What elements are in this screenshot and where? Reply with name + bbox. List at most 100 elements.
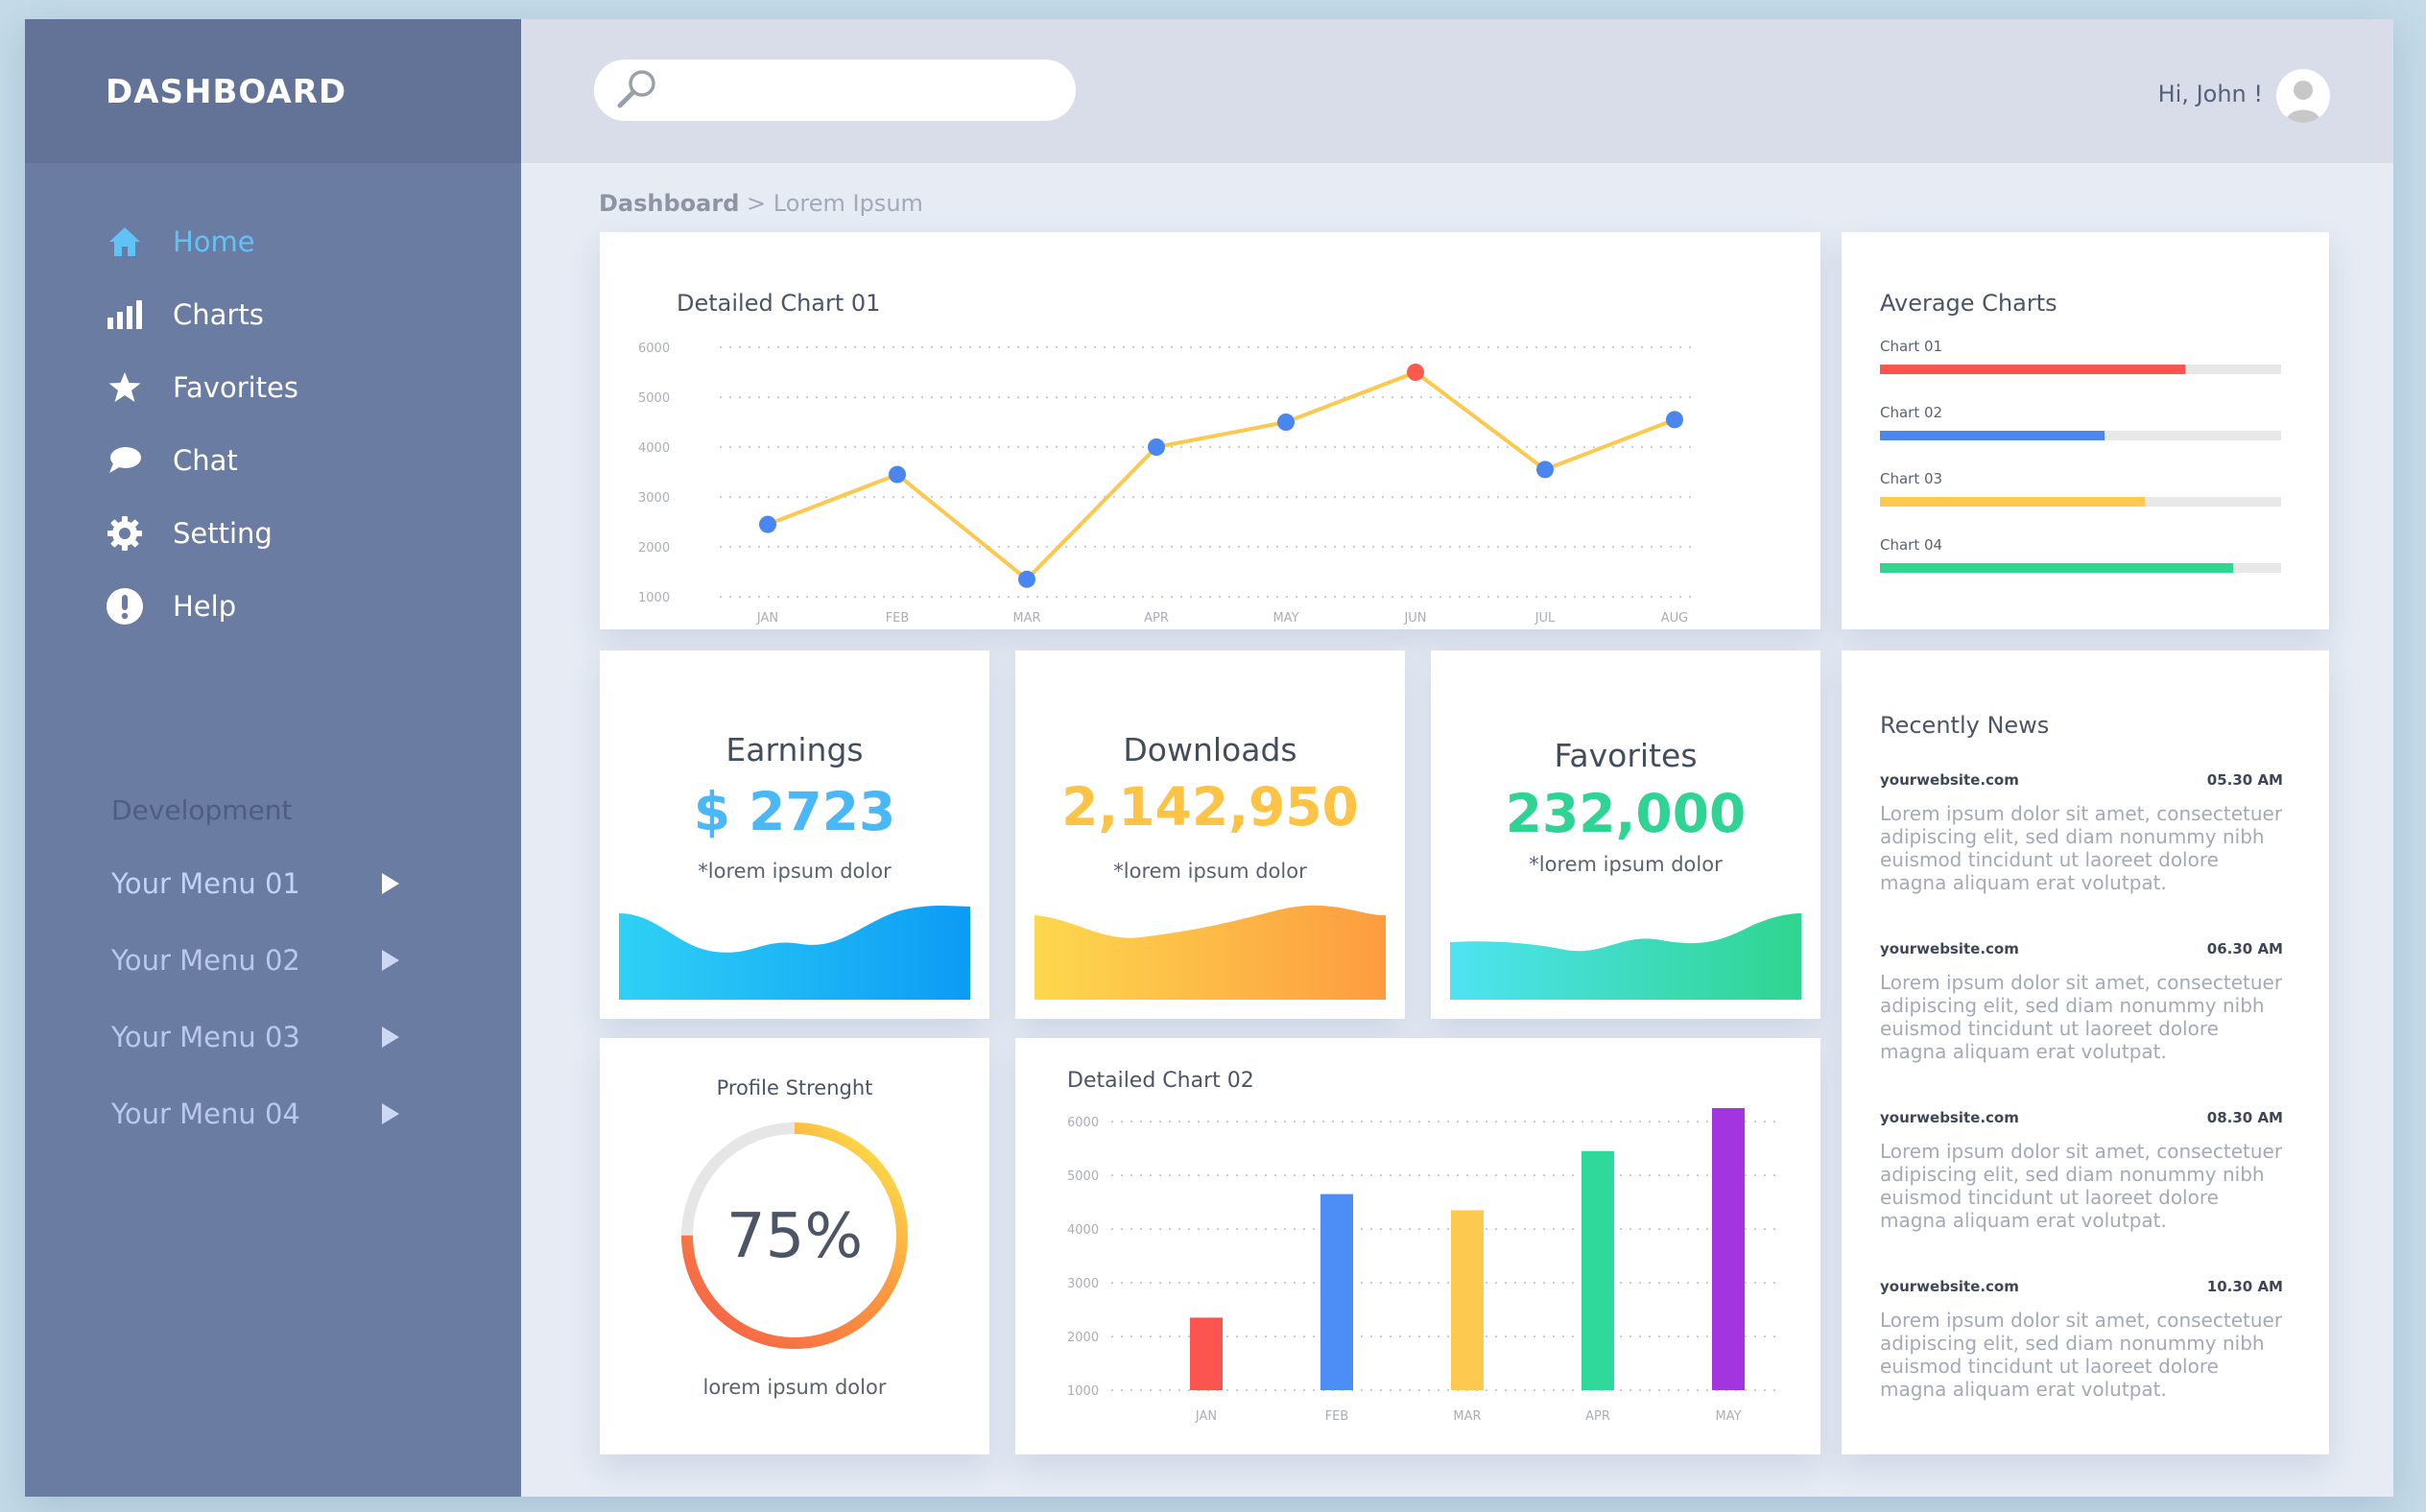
dev-menu-label: Your Menu 02 [111, 944, 300, 977]
data-point[interactable] [1277, 413, 1295, 431]
breadcrumb-current: Lorem Ipsum [773, 190, 923, 217]
news-text: Lorem ipsum dolor sit amet, consectetuer… [1880, 1140, 2283, 1232]
progress-track [1880, 497, 2281, 507]
news-time: 06.30 AM [2206, 940, 2283, 957]
dev-menu-item[interactable]: Your Menu 04 [111, 1093, 399, 1135]
search-box[interactable] [594, 59, 1076, 121]
news-source[interactable]: yourwebsite.com [1880, 940, 2019, 957]
bar[interactable] [1320, 1193, 1353, 1390]
nav-item-chat[interactable]: Chat [106, 438, 238, 483]
x-tick-label: JAN [1195, 1409, 1217, 1424]
y-tick-label: 2000 [638, 541, 670, 555]
nav-label: Favorites [173, 371, 298, 404]
progress-ring [681, 1122, 908, 1349]
brand-title: DASHBOARD [106, 73, 347, 111]
progress-track [1880, 431, 2281, 440]
progress-ring-arc [681, 1122, 908, 1349]
x-tick-label: MAY [1715, 1409, 1741, 1424]
news-source[interactable]: yourwebsite.com [1880, 1109, 2019, 1126]
average-chart-item: Chart 04 [1880, 536, 2281, 573]
bar[interactable] [1712, 1108, 1745, 1390]
progress-track [1880, 563, 2281, 573]
news-item[interactable]: yourwebsite.com 05.30 AM Lorem ipsum dolo… [1880, 771, 2283, 894]
news-time: 05.30 AM [2206, 771, 2283, 789]
news-title: Recently News [1880, 712, 2050, 739]
news-item[interactable]: yourwebsite.com 08.30 AM Lorem ipsum dolo… [1880, 1109, 2283, 1232]
bar[interactable] [1190, 1317, 1223, 1390]
play-arrow-icon [382, 1103, 399, 1124]
bar[interactable] [1582, 1150, 1614, 1390]
bar-chart-card: Detailed Chart 02 6000 5000 4000 3000 2000 10… [1015, 1038, 1820, 1454]
progress-track [1880, 365, 2281, 374]
stat-value: 232,000 [1505, 783, 1747, 844]
data-point[interactable] [1407, 364, 1424, 381]
gear-icon [106, 514, 144, 553]
news-item[interactable]: yourwebsite.com 06.30 AM Lorem ipsum dolo… [1880, 940, 2283, 1063]
y-tick-label: 3000 [638, 491, 670, 506]
earnings-card: Earnings $ 2723 *lorem ipsum dolor [600, 650, 989, 1019]
line-chart: 6000 5000 4000 3000 2000 1000 JAN FEB MAR APR MAY J… [638, 342, 1694, 626]
dev-menu-item[interactable]: Your Menu 01 [111, 862, 399, 905]
y-tick-label: 5000 [638, 391, 670, 406]
nav-item-setting[interactable]: Setting [106, 511, 273, 555]
average-chart-item: Chart 01 [1880, 338, 2281, 374]
bar[interactable] [1451, 1210, 1484, 1390]
x-tick-label: FEB [1325, 1409, 1349, 1424]
stat-title: Earnings [725, 731, 864, 768]
profile-subtitle: lorem ipsum dolor [702, 1376, 887, 1399]
y-tick-label: 4000 [638, 441, 670, 456]
news-text: Lorem ipsum dolor sit amet, consectetuer… [1880, 802, 2283, 894]
chat-bubble-icon [106, 441, 144, 480]
news-text: Lorem ipsum dolor sit amet, consectetuer… [1880, 1309, 2283, 1401]
progress-fill [1880, 563, 2233, 573]
data-point[interactable] [1148, 438, 1165, 456]
downloads-card: Downloads 2,142,950 *lorem ipsum dolor [1015, 650, 1405, 1019]
play-arrow-icon [382, 873, 399, 894]
stat-title: Favorites [1554, 737, 1698, 774]
stat-value: $ 2723 [693, 781, 896, 842]
data-point[interactable] [1536, 461, 1554, 479]
avatar[interactable] [2276, 69, 2330, 123]
dev-menu-label: Your Menu 03 [111, 1021, 300, 1053]
search-input[interactable] [675, 77, 1039, 104]
search-icon[interactable] [615, 66, 659, 114]
breadcrumb: Dashboard > Lorem Ipsum [599, 190, 923, 217]
y-tick-label: 1000 [1067, 1384, 1099, 1399]
stat-subtitle: *lorem ipsum dolor [1529, 853, 1723, 876]
news-item[interactable]: yourwebsite.com 10.30 AM Lorem ipsum dolo… [1880, 1278, 2283, 1401]
nav-item-home[interactable]: Home [106, 220, 255, 264]
average-chart-item: Chart 03 [1880, 470, 2281, 507]
news-source[interactable]: yourwebsite.com [1880, 1278, 2019, 1295]
x-tick-label: FEB [886, 611, 910, 626]
average-chart-label: Chart 03 [1880, 470, 1943, 487]
dev-menu-label: Your Menu 04 [111, 1098, 300, 1130]
breadcrumb-root[interactable]: Dashboard [599, 190, 740, 217]
data-point[interactable] [1666, 411, 1683, 429]
nav-item-favorites[interactable]: Favorites [106, 366, 298, 410]
x-tick-label: JAN [756, 611, 778, 626]
nav-item-charts[interactable]: Charts [106, 293, 264, 337]
section-label-development: Development [111, 794, 293, 826]
y-tick-label: 2000 [1067, 1331, 1099, 1345]
nav-item-help[interactable]: Help [106, 584, 236, 628]
news-time: 08.30 AM [2206, 1109, 2283, 1126]
data-point[interactable] [889, 465, 906, 484]
recent-news-card: Recently News yourwebsite.com 05.30 AM Lo… [1842, 650, 2329, 1454]
progress-fill [1880, 497, 2145, 507]
news-source[interactable]: yourwebsite.com [1880, 771, 2019, 789]
data-point[interactable] [1018, 570, 1035, 588]
data-point[interactable] [759, 515, 776, 533]
news-text: Lorem ipsum dolor sit amet, consectetuer… [1880, 971, 2283, 1063]
wave-graphic [1450, 913, 1801, 1000]
nav-label: Help [173, 590, 237, 623]
profile-title: Profile Strenght [716, 1076, 873, 1099]
x-tick-label: MAR [1453, 1409, 1481, 1424]
wave-graphic [1035, 905, 1386, 1000]
top-bar: Hi, John ! [521, 19, 2393, 163]
y-tick-label: 6000 [1067, 1116, 1099, 1130]
average-chart-label: Chart 02 [1880, 404, 1943, 421]
y-tick-label: 5000 [1067, 1169, 1099, 1184]
dev-menu-item[interactable]: Your Menu 02 [111, 939, 399, 981]
dev-menu-item[interactable]: Your Menu 03 [111, 1016, 399, 1058]
nav-label: Charts [173, 298, 264, 331]
